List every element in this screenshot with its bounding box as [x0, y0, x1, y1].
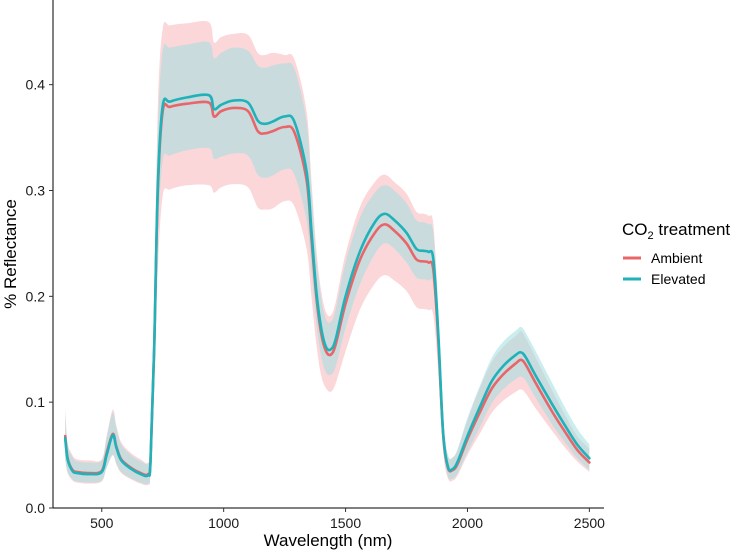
band-elevated [65, 41, 590, 485]
x-tick-label: 2000 [452, 515, 483, 531]
y-tick-label: 0.0 [26, 500, 46, 516]
x-tick-label: 1000 [208, 515, 239, 531]
axes [52, 0, 604, 509]
y-tick-label: 0.1 [26, 394, 46, 410]
line-ambient [63, 100, 591, 477]
series-lines [63, 93, 591, 478]
y-tick-label: 0.2 [26, 288, 46, 304]
x-tick-label: 1500 [330, 515, 361, 531]
line-elevated [63, 93, 591, 478]
x-ticks: 500 1000 1500 2000 2500 [90, 508, 605, 531]
x-tick-label: 2500 [574, 515, 605, 531]
y-axis-title: % Reflectance [1, 199, 20, 309]
confidence-bands [65, 20, 590, 486]
y-tick-label: 0.3 [26, 183, 46, 199]
legend-label-elevated: Elevated [651, 271, 705, 287]
y-tick-label: 0.4 [26, 77, 46, 93]
legend-label-ambient: Ambient [651, 250, 702, 266]
y-ticks: 0.0 0.1 0.2 0.3 0.4 [26, 77, 53, 516]
legend: CO2 treatment Ambient Elevated [622, 220, 730, 287]
x-tick-label: 500 [90, 515, 114, 531]
x-axis-title: Wavelength (nm) [264, 531, 393, 550]
band-ambient [65, 20, 590, 486]
legend-title: CO2 treatment [622, 220, 730, 242]
